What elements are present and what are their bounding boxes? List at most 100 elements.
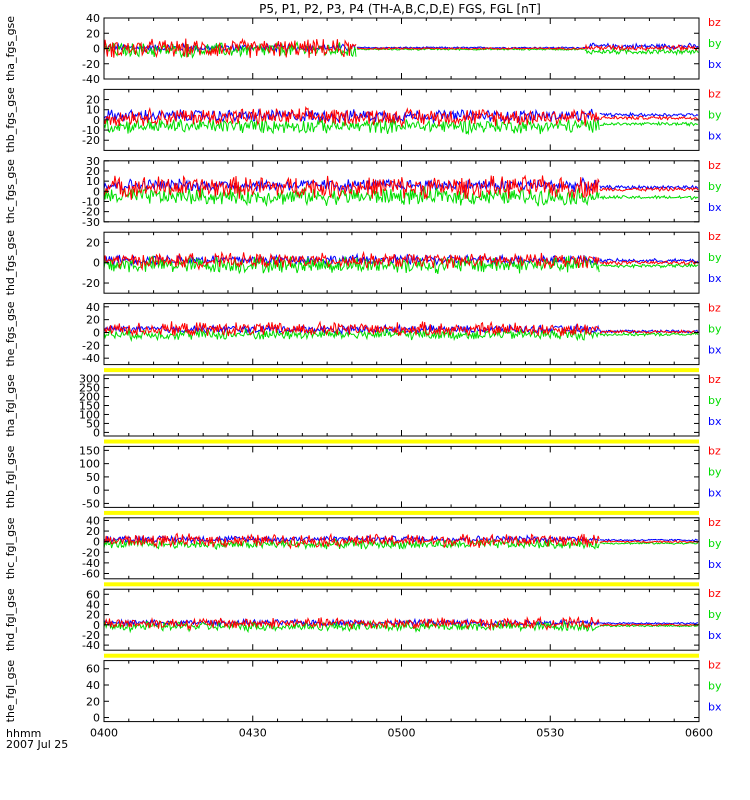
y-tick-label: 0 [93, 426, 100, 439]
separator-bar [104, 439, 699, 444]
legend-bx: bx [708, 129, 722, 142]
legend-by: by [708, 465, 722, 478]
x-tick-label: 0400 [90, 727, 118, 740]
y-tick-label: 0 [93, 536, 100, 549]
legend-bx: bx [708, 558, 722, 571]
series-bz-tha_fgs_gse [104, 37, 699, 59]
legend-bz: bz [708, 230, 721, 243]
legend-bx: bx [708, 58, 722, 71]
y-tick-label: 100 [79, 408, 100, 421]
legend-bz: bz [708, 16, 721, 29]
panel-tha_fgs_gse: 40 20 0 -20 -40 tha_fgs_gse bz by bx [4, 12, 722, 86]
legend-by: by [708, 323, 722, 336]
panel-frame [103, 588, 700, 651]
y-tick-label: 0 [93, 619, 100, 632]
panel-frame [103, 660, 700, 723]
panel-thd_fgs_gse: 20 0 -20 thd_fgs_gse bz by bx [4, 230, 722, 296]
y-tick-label: 250 [79, 382, 100, 395]
y-tick-label: 10 [86, 104, 100, 117]
y-tick-label: -40 [82, 73, 100, 86]
x-tick-label: 0600 [685, 727, 713, 740]
y-tick-label: -10 [82, 124, 100, 137]
y-tick-label: -20 [82, 277, 100, 290]
panel-frame [103, 160, 700, 223]
y-tick-label: -30 [82, 216, 100, 229]
y-tick-label: 50 [86, 417, 100, 430]
legend-bz: bz [708, 302, 721, 315]
separator-bar [104, 653, 699, 658]
legend-by: by [708, 394, 722, 407]
y-tick-label: 20 [86, 609, 100, 622]
y-axis-label: thc_fgs_gse [4, 159, 17, 224]
y-tick-label: 60 [86, 663, 100, 676]
series-bz-thd_fgl_gse [104, 615, 699, 632]
y-tick-label: 60 [86, 588, 100, 601]
y-tick-label: -40 [82, 352, 100, 365]
legend-bz: bz [708, 373, 721, 386]
series-bz-thd_fgs_gse [104, 250, 699, 271]
legend-bz: bz [708, 516, 721, 529]
date-label: 2007 Jul 25 [6, 738, 68, 751]
y-tick-label: -20 [82, 206, 100, 219]
y-tick-label: 0 [93, 185, 100, 198]
y-tick-label: 40 [86, 514, 100, 527]
x-tick-label: 0530 [536, 727, 564, 740]
y-tick-label: 0 [93, 484, 100, 497]
y-tick-label: 200 [79, 391, 100, 404]
legend-bx: bx [708, 486, 722, 499]
y-axis-label: the_fgs_gse [4, 301, 17, 366]
series-by-thd_fgs_gse [104, 255, 699, 275]
y-tick-label: 20 [86, 695, 100, 708]
series-bz-thc_fgs_gse [104, 174, 699, 200]
y-axis-label: thb_fgs_gse [4, 87, 17, 153]
series-by-thb_fgs_gse [104, 117, 699, 136]
legend-by: by [708, 537, 722, 550]
y-tick-label: 40 [86, 679, 100, 692]
y-tick-label: 50 [86, 471, 100, 484]
y-tick-label: -20 [82, 134, 100, 147]
y-axis-label: tha_fgl_gse [4, 374, 17, 437]
y-tick-label: 40 [86, 598, 100, 611]
y-axis-label: thd_fgs_gse [4, 230, 17, 296]
legend-bx: bx [708, 272, 722, 285]
legend-bx: bx [708, 701, 722, 714]
y-axis-label: tha_fgs_gse [4, 16, 17, 81]
panel-frame [103, 374, 700, 437]
y-axis-label: thc_fgl_gse [4, 517, 17, 579]
legend-bz: bz [708, 444, 721, 457]
y-tick-label: 20 [86, 165, 100, 178]
y-tick-label: -20 [82, 339, 100, 352]
panel-frame [103, 303, 700, 366]
series-bz-thb_fgs_gse [104, 106, 699, 129]
y-tick-label: 20 [86, 27, 100, 40]
separator-bar [104, 582, 699, 587]
separator-bar [104, 510, 699, 515]
y-tick-label: 20 [86, 314, 100, 327]
x-tick-label: 0430 [239, 727, 267, 740]
y-axis-label: the_fgl_gse [4, 660, 17, 723]
y-tick-label: 30 [86, 155, 100, 168]
legend-bx: bx [708, 344, 722, 357]
y-axis-label: thd_fgl_gse [4, 588, 17, 651]
legend-bz: bz [708, 159, 721, 172]
y-tick-label: 300 [79, 373, 100, 386]
y-tick-label: -40 [82, 639, 100, 652]
y-tick-label: 20 [86, 525, 100, 538]
legend-bx: bx [708, 629, 722, 642]
y-tick-label: 0 [93, 712, 100, 725]
y-tick-label: 40 [86, 12, 100, 25]
y-tick-label: -10 [82, 195, 100, 208]
panel-the_fgl_gse: 60 40 20 0 the_fgl_gse bz by bx [4, 659, 722, 725]
y-tick-label: 150 [79, 400, 100, 413]
y-tick-label: 100 [79, 458, 100, 471]
series-bz-the_fgs_gse [104, 320, 699, 337]
series-by-the_fgs_gse [104, 326, 699, 343]
y-tick-label: -20 [82, 58, 100, 71]
y-tick-label: 20 [86, 94, 100, 107]
